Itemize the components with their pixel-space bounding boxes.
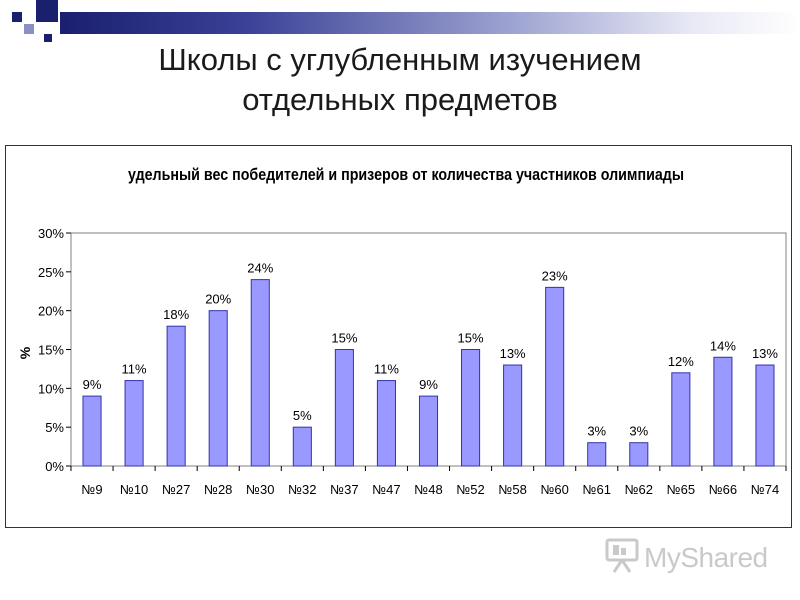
x-tick-label: №66: [709, 482, 737, 497]
y-axis-label: %: [17, 346, 33, 359]
y-tick-label: 10%: [38, 381, 64, 396]
y-tick-label: 30%: [38, 226, 64, 241]
slide-title: Школы с углубленным изучением отдельных …: [80, 40, 720, 120]
data-label: 3%: [629, 424, 648, 439]
bar: [755, 364, 775, 467]
x-tick-label: №58: [498, 482, 526, 497]
x-tick-label: №52: [456, 482, 484, 497]
data-label: 11%: [374, 362, 399, 377]
data-label: 15%: [458, 331, 484, 346]
y-tick-label: 15%: [38, 343, 64, 358]
x-tick-label: №30: [246, 482, 274, 497]
data-label: 14%: [710, 338, 736, 353]
y-tick-label: 5%: [45, 420, 64, 435]
x-tick-label: №28: [204, 482, 232, 497]
bar: [629, 442, 649, 467]
data-label: 13%: [752, 346, 778, 361]
data-label: 11%: [122, 362, 147, 377]
bar: [461, 349, 481, 467]
x-tick-label: №65: [667, 482, 695, 497]
bar: [418, 395, 439, 467]
chart-title: удельный вес победителей и призеров от к…: [128, 165, 684, 184]
presentation-board-icon: [605, 538, 639, 573]
bar: [82, 395, 102, 467]
data-label: 3%: [587, 424, 606, 439]
bar: [713, 356, 733, 467]
x-tick-label: №37: [330, 482, 358, 497]
data-label: 15%: [331, 331, 357, 346]
data-label: 9%: [419, 377, 438, 392]
bar: [376, 380, 396, 467]
data-label: 24%: [247, 261, 273, 276]
x-tick-label: №61: [583, 482, 611, 497]
data-label: 13%: [500, 346, 526, 361]
data-label: 20%: [205, 292, 231, 307]
bar-chart: удельный вес победителей и призеров от к…: [17, 165, 787, 497]
bar: [166, 325, 186, 467]
data-label: 9%: [83, 377, 102, 392]
x-tick-label: №47: [372, 482, 400, 497]
x-tick-label: №32: [288, 482, 316, 497]
y-tick-label: 25%: [38, 265, 64, 280]
bar: [671, 372, 691, 467]
bar: [587, 442, 607, 467]
x-tick-label: №60: [540, 482, 568, 497]
x-tick-label: №9: [81, 482, 102, 497]
x-tick-label: №62: [625, 482, 653, 497]
x-tick-label: №27: [162, 482, 190, 497]
bar: [334, 349, 354, 467]
bar: [503, 364, 523, 467]
title-accent-bar: [60, 12, 800, 34]
bar: [292, 426, 312, 467]
data-label: 23%: [542, 268, 568, 283]
data-label: 18%: [163, 307, 189, 322]
y-tick-label: 0%: [45, 459, 64, 474]
y-tick-label: 20%: [38, 304, 64, 319]
x-tick-label: №48: [414, 482, 442, 497]
bar: [250, 279, 270, 467]
data-label: 5%: [293, 408, 312, 423]
bar: [124, 380, 144, 467]
plot-area: 0% 5% 10% 15% 20% 25% 30% 9% №9 11% №10 18% №27 20% №2…: [38, 226, 787, 497]
bar: [545, 286, 565, 467]
watermark-logo: MyShared: [604, 536, 774, 576]
watermark-text: MyShared: [644, 542, 768, 573]
bar: [208, 310, 228, 467]
x-tick-label: №74: [751, 482, 779, 497]
slide-title-line-1: Школы с углубленным изучением: [158, 42, 642, 77]
chart-panel: удельный вес победителей и призеров от к…: [5, 145, 792, 528]
slide-title-line-2: отдельных предметов: [242, 82, 558, 117]
corner-squares-decoration: [12, 0, 58, 42]
x-tick-label: №10: [120, 482, 148, 497]
data-label: 12%: [668, 354, 694, 369]
